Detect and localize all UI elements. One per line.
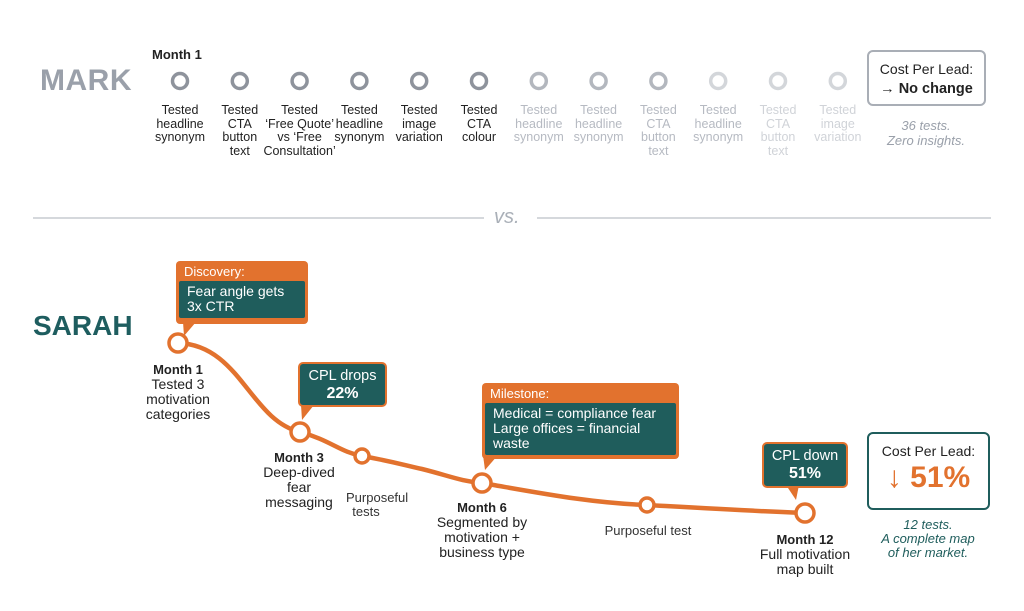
- mark-nodes: [170, 71, 848, 91]
- sarah-milestone-node: [289, 421, 311, 443]
- cpl-down-line1: CPL down: [771, 448, 839, 464]
- sarah-milestone-node: [167, 332, 189, 354]
- mark-note-line1: 36 tests.: [901, 118, 951, 133]
- sarah-milestone-title: Month 6: [457, 500, 507, 515]
- sarah-milestone-text: Segmented by motivation + business type: [436, 514, 528, 560]
- mark-result-title: Cost Per Lead:: [879, 61, 974, 77]
- sarah-milestone-text: Full motivation map built: [759, 546, 851, 577]
- mark-summary-note: 36 tests. Zero insights.: [856, 118, 996, 148]
- sarah-milestone-node: [471, 472, 493, 494]
- mark-month-label: Month 1: [152, 47, 202, 62]
- sarah-note-line2: A complete map: [881, 531, 975, 546]
- mark-step-node: [649, 71, 668, 91]
- discovery-callout-head: Discovery:: [184, 264, 245, 279]
- mark-title: MARK: [40, 64, 132, 97]
- mark-step-label: Tested image variation: [814, 103, 862, 144]
- milestone-callout-body: Medical = compliance fear Large offices …: [485, 403, 676, 455]
- sarah-milestone-node: [353, 447, 371, 465]
- mark-step-label: Tested headline synonym: [513, 103, 564, 144]
- sarah-result-value: ↓ 51%: [886, 461, 971, 494]
- versus-label: vs.: [494, 206, 520, 228]
- mark-step-label: Tested CTA button text: [221, 103, 259, 158]
- mark-step-node: [828, 71, 848, 91]
- mark-result-value: → No change: [880, 81, 973, 97]
- sarah-milestone-label: Month 1 Tested 3 motivation categories: [118, 362, 238, 422]
- cpl-down-callout: CPL down 51%: [762, 442, 848, 488]
- discovery-callout: Discovery: Fear angle gets 3x CTR: [176, 261, 308, 324]
- mark-step-node: [170, 71, 190, 91]
- sarah-note-line1: 12 tests.: [903, 517, 953, 532]
- mark-step-label: Tested headline synonym: [154, 103, 206, 144]
- mark-step-node: [409, 71, 429, 91]
- sarah-milestone-node: [794, 502, 816, 524]
- mark-step-node: [469, 71, 489, 91]
- discovery-pointer: [183, 322, 196, 336]
- mark-step-label: Tested CTA button text: [639, 103, 677, 158]
- sarah-summary-note: 12 tests. A complete map of her market.: [858, 518, 998, 560]
- mark-step-node: [230, 71, 250, 91]
- cpl-down-value: 51%: [788, 465, 822, 482]
- discovery-callout-body: Fear angle gets 3x CTR: [179, 281, 305, 318]
- cpl-drop-callout: CPL drops 22%: [298, 362, 387, 407]
- mark-step-label: Tested headline synonym: [334, 103, 385, 144]
- sarah-milestone-title: Month 1: [153, 362, 203, 377]
- cpl-down-pointer: [786, 485, 799, 500]
- cpl-drop-line1: CPL drops: [308, 368, 377, 384]
- mark-step-label: Tested CTA button text: [759, 103, 797, 158]
- mark-step-node: [589, 71, 608, 91]
- sarah-milestone-text: Purposeful test: [604, 523, 692, 538]
- mark-result-box: Cost Per Lead: → No change: [867, 50, 986, 106]
- sarah-milestone-node: [638, 496, 656, 514]
- mark-step-label: Tested CTA colour: [460, 103, 498, 144]
- sarah-milestone-title: Month 12: [776, 532, 834, 547]
- sarah-progress-curve: [175, 340, 808, 516]
- sarah-milestone-title: Month 3: [274, 450, 324, 465]
- sarah-result-title: Cost Per Lead:: [881, 443, 976, 459]
- mark-step-node: [708, 71, 728, 91]
- mark-step-label: Tested ‘Free Quote’ vs ‘Free Consultatio…: [263, 103, 336, 158]
- sarah-milestone-text: Purposeful tests: [346, 490, 409, 519]
- mark-step-node: [529, 71, 549, 91]
- sarah-nodes: [167, 332, 816, 524]
- sarah-title: SARAH: [33, 310, 133, 341]
- sarah-milestone-text: Deep-dived fear messaging: [263, 464, 335, 510]
- mark-note-line2: Zero insights.: [886, 133, 966, 148]
- sarah-note-line3: of her market.: [887, 545, 969, 560]
- mark-step-node: [290, 71, 309, 91]
- sarah-milestone-label: Month 3 Deep-dived fear messaging: [244, 450, 354, 510]
- milestone-callout-head: Milestone:: [490, 386, 550, 401]
- sarah-result-box: Cost Per Lead: ↓ 51%: [867, 432, 990, 510]
- cpl-drop-value: 22%: [326, 385, 359, 402]
- sarah-milestone-label: Month 6 Segmented by motivation + busines…: [422, 500, 542, 560]
- cpl-drop-pointer: [301, 405, 314, 420]
- mark-step-node: [350, 71, 369, 91]
- sarah-milestone-label: Purposeful tests: [346, 490, 409, 519]
- sarah-milestone-text: Tested 3 motivation categories: [145, 376, 211, 422]
- sarah-milestone-label: Month 12 Full motivation map built: [745, 532, 865, 577]
- mark-step-label: Tested headline synonym: [573, 103, 624, 144]
- sarah-milestone-label: Purposeful test: [588, 524, 708, 538]
- mark-step-label: Tested headline synonym: [693, 103, 744, 144]
- milestone-callout: Milestone: Medical = compliance fear Lar…: [482, 383, 679, 459]
- mark-step-node: [768, 71, 788, 91]
- mark-step-label: Tested image variation: [395, 103, 443, 144]
